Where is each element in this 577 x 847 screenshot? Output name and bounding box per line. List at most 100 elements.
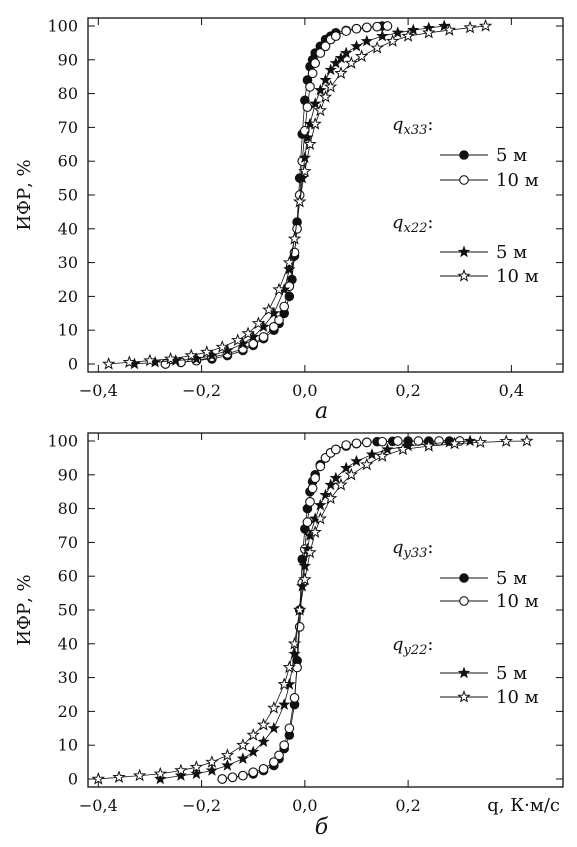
data-point [434,436,444,446]
data-point [344,467,358,481]
legend-item-label: 10 м [496,170,539,191]
y-tick-label: 70 [58,118,78,137]
series-x33-filled-circle [160,21,388,369]
legend-group-title: qy33: [392,537,434,561]
data-point [315,461,326,472]
data-point [288,647,301,660]
data-point [292,223,302,234]
data-point [221,759,234,771]
data-point [305,496,315,507]
data-point [231,333,245,347]
data-point [174,769,188,781]
data-point [381,442,394,455]
series-y33-open-circle [217,436,465,784]
data-point [377,436,388,447]
data-point [236,752,250,764]
data-point [277,677,291,691]
data-point [91,771,106,785]
data-point [341,26,352,36]
y-tick-label: 90 [58,50,78,69]
legend-title-subscript: y33 [403,546,428,561]
data-point [329,471,342,484]
data-point [307,68,318,79]
legend-title-suffix: : [427,634,433,655]
data-point [258,332,269,342]
data-point [313,103,328,117]
plot-frame [87,432,564,788]
data-point [463,20,477,34]
data-point [350,454,363,467]
data-point [298,151,311,164]
data-point [341,440,352,450]
data-point [310,473,321,484]
x-tick-label: 0,0 [292,796,317,815]
data-point [200,345,214,358]
data-point [189,760,204,773]
data-point [315,48,326,58]
data-point [365,448,379,460]
legend-item-label: 5 м [496,568,527,589]
y-axis-label: ИФР, % [14,159,35,230]
data-point [360,457,374,471]
y-tick-label: 100 [47,17,78,36]
data-point [340,46,353,59]
legend-title-symbol: q [392,114,404,135]
data-point [334,66,348,80]
data-point [143,353,157,367]
data-point [302,517,313,527]
y-tick-label: 20 [58,287,78,306]
y-tick-label: 50 [58,186,78,205]
data-point [334,477,348,491]
data-point [292,662,302,673]
data-point [324,63,337,76]
data-point [122,355,136,368]
x-tick-label: 0,2 [395,381,420,400]
data-point [283,262,296,275]
y-tick-label: 40 [58,634,78,653]
panel-label: а [315,399,328,424]
legend-item-label: 10 м [496,266,539,287]
data-point [323,79,338,93]
data-point [282,255,297,269]
data-point [298,572,312,586]
data-point [396,442,410,456]
data-point [422,25,436,39]
data-point [360,34,373,47]
x-tick-label: 0,0 [292,381,317,400]
x-tick-label: −0,4 [79,796,118,815]
data-point [478,18,493,32]
y-tick-label: 60 [58,152,78,171]
y-tick-label: 70 [58,533,78,552]
y-tick-label: 20 [58,702,78,721]
data-point [269,757,279,767]
data-point [319,73,332,86]
data-point [351,23,362,34]
data-point [184,348,198,362]
data-point [205,764,219,776]
legend-item-label: 10 м [496,687,539,708]
x-tick-label: −0,2 [182,796,221,815]
data-point [274,750,284,761]
data-point [447,436,462,450]
data-point [401,29,415,42]
data-point [340,461,353,474]
data-point [370,40,384,54]
y-tick-label: 100 [47,432,78,451]
data-point [309,97,322,109]
data-point [350,39,363,52]
data-point [361,22,372,33]
series-line [134,25,445,365]
data-point [330,444,341,455]
y-tick-label: 90 [58,465,78,484]
data-point [236,738,250,751]
data-point [310,58,321,69]
y-axis-label: ИФР, % [14,574,35,645]
data-point [314,83,327,96]
y-tick-label: 30 [58,668,78,687]
y-tick-label: 60 [58,567,78,586]
data-point [289,693,300,703]
data-point [190,767,203,780]
data-point [308,116,322,130]
data-point [282,660,297,674]
